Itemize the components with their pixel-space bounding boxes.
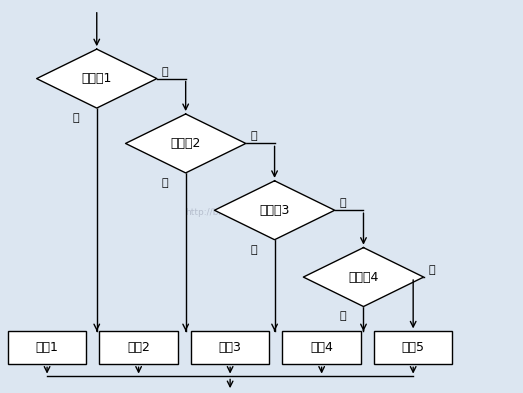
Bar — [191, 331, 269, 364]
Text: 假: 假 — [251, 131, 257, 141]
Bar — [8, 331, 86, 364]
Polygon shape — [303, 248, 424, 307]
Text: 语句1: 语句1 — [36, 341, 59, 354]
Text: 假: 假 — [339, 198, 346, 208]
Text: 语句4: 语句4 — [310, 341, 333, 354]
Text: 假: 假 — [428, 265, 435, 275]
Text: 表达式4: 表达式4 — [348, 270, 379, 284]
Text: 语句5: 语句5 — [402, 341, 425, 354]
Polygon shape — [126, 114, 246, 173]
Text: 真: 真 — [339, 311, 346, 321]
Polygon shape — [214, 181, 335, 240]
Text: 真: 真 — [73, 113, 79, 123]
Text: 表达式1: 表达式1 — [82, 72, 112, 85]
Text: 假: 假 — [162, 66, 168, 77]
Text: 语句2: 语句2 — [127, 341, 150, 354]
Bar — [374, 331, 452, 364]
Text: 真: 真 — [251, 244, 257, 255]
Text: 表达式2: 表达式2 — [170, 137, 201, 150]
Text: 语句3: 语句3 — [219, 341, 242, 354]
Text: http://blog.csdn.net: http://blog.csdn.net — [186, 208, 275, 217]
Bar — [282, 331, 361, 364]
Polygon shape — [37, 49, 157, 108]
Bar — [99, 331, 178, 364]
Text: 真: 真 — [162, 178, 168, 188]
Text: 表达式3: 表达式3 — [259, 204, 290, 217]
